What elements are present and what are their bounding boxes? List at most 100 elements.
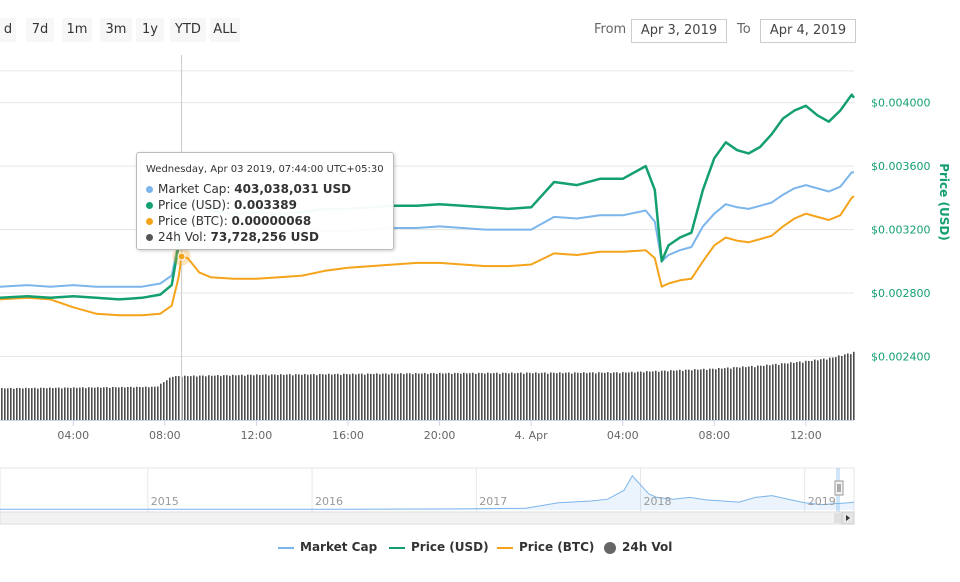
volume-bar xyxy=(205,376,207,420)
volume-bar xyxy=(583,372,585,420)
volume-bar xyxy=(421,373,423,420)
volume-bar xyxy=(484,373,486,420)
y-tick-label: $0.004000 xyxy=(871,97,931,110)
volume-bar xyxy=(1,388,3,420)
volume-bar xyxy=(154,386,156,420)
scrollbar-thumb[interactable] xyxy=(834,513,842,523)
volume-bar xyxy=(295,374,297,420)
x-tick-label: 4. Apr xyxy=(515,429,548,442)
volume-bar xyxy=(10,387,12,420)
range-button[interactable]: ALL xyxy=(210,18,240,42)
volume-bar xyxy=(667,371,669,420)
volume-bar xyxy=(589,372,591,420)
to-date-input[interactable]: Apr 4, 2019 xyxy=(760,19,856,43)
volume-bar xyxy=(313,373,315,420)
volume-bar xyxy=(553,372,555,420)
volume-bar xyxy=(55,387,57,420)
dot-icon xyxy=(146,218,153,225)
volume-bar xyxy=(13,388,15,420)
volume-bar xyxy=(838,355,840,420)
volume-bar xyxy=(673,370,675,420)
range-button[interactable]: 1m xyxy=(62,18,92,42)
volume-bar xyxy=(358,373,360,420)
volume-bar xyxy=(853,351,855,420)
tooltip-header: Wednesday, Apr 03 2019, 07:44:00 UTC+05:… xyxy=(146,164,384,175)
legend-item-price-usd[interactable]: Price (USD) xyxy=(389,540,489,554)
legend-item-market-cap[interactable]: Market Cap xyxy=(278,540,377,554)
volume-bar xyxy=(610,373,612,420)
volume-bar xyxy=(532,373,534,420)
volume-bar xyxy=(790,362,792,420)
volume-bar xyxy=(796,362,798,420)
from-date-input[interactable]: Apr 3, 2019 xyxy=(631,19,727,43)
volume-bar xyxy=(430,373,432,420)
volume-bar xyxy=(160,383,162,420)
volume-bar xyxy=(451,373,453,420)
volume-bar xyxy=(517,372,519,420)
volume-bar xyxy=(793,363,795,420)
volume-bar xyxy=(118,387,120,420)
volume-bar xyxy=(244,375,246,420)
range-button[interactable]: 3m xyxy=(100,18,132,42)
volume-bar xyxy=(835,357,837,420)
volume-bar xyxy=(301,374,303,420)
volume-bar xyxy=(775,363,777,420)
volume-bar xyxy=(193,375,195,420)
volume-bar xyxy=(580,373,582,420)
scrollbar-track[interactable] xyxy=(0,511,855,525)
volume-bar xyxy=(709,368,711,420)
volume-bar xyxy=(715,369,717,420)
volume-bar xyxy=(661,370,663,420)
volume-bar xyxy=(388,374,390,420)
volume-bar xyxy=(676,370,678,420)
volume-bar xyxy=(346,374,348,420)
navigator[interactable]: 2015 2016 2017 2018 2019 xyxy=(0,464,960,526)
volume-bar xyxy=(727,367,729,420)
volume-bar xyxy=(784,363,786,420)
volume-bar xyxy=(37,388,39,420)
volume-bar xyxy=(769,365,771,420)
volume-bar xyxy=(664,370,666,420)
price-chart[interactable]: 04:00 08:00 12:00 16:00 20:00 4. Apr 04:00 08:0… xyxy=(0,0,960,470)
volume-bar xyxy=(820,359,822,420)
tooltip-row-volume: 24h Vol: 73,728,256 USD xyxy=(146,230,319,244)
tooltip-label: Market Cap: xyxy=(158,182,235,196)
volume-bar xyxy=(79,387,81,420)
volume-bar xyxy=(112,386,114,420)
range-button[interactable]: 7d xyxy=(26,18,54,42)
navigator-handle[interactable] xyxy=(834,480,844,496)
volume-bar xyxy=(271,374,273,420)
volume-bar xyxy=(787,363,789,420)
range-button[interactable]: d xyxy=(0,18,16,42)
volume-bar xyxy=(706,369,708,420)
volume-bar xyxy=(49,387,51,420)
volume-bar xyxy=(406,373,408,420)
volume-bar xyxy=(361,373,363,420)
volume-bar xyxy=(178,375,180,420)
volume-bar xyxy=(163,382,165,420)
volume-bar xyxy=(745,367,747,420)
tooltip: Wednesday, Apr 03 2019, 07:44:00 UTC+05:… xyxy=(136,152,394,250)
volume-bar xyxy=(826,359,828,420)
volume-bar xyxy=(109,387,111,420)
legend-item-volume[interactable]: 24h Vol xyxy=(604,540,672,554)
volume-bar xyxy=(601,372,603,420)
range-button[interactable]: YTD xyxy=(170,18,206,42)
range-button[interactable]: 1y xyxy=(136,18,164,42)
volume-bar xyxy=(7,388,9,420)
volume-bar xyxy=(460,373,462,420)
legend-label: Market Cap xyxy=(300,540,378,554)
volume-bar xyxy=(436,373,438,420)
volume-bar xyxy=(325,374,327,420)
x-tick-label: 12:00 xyxy=(241,429,273,442)
volume-bar xyxy=(307,374,309,420)
volume-bar xyxy=(640,371,642,420)
volume-bar xyxy=(649,371,651,420)
volume-bar xyxy=(538,373,540,420)
volume-bar xyxy=(586,373,588,420)
volume-bar xyxy=(277,375,279,420)
legend-item-price-btc[interactable]: Price (BTC) xyxy=(497,540,594,554)
volume-bar xyxy=(172,376,174,420)
navigator-tick-label: 2019 xyxy=(808,495,836,508)
volume-bar xyxy=(577,372,579,420)
